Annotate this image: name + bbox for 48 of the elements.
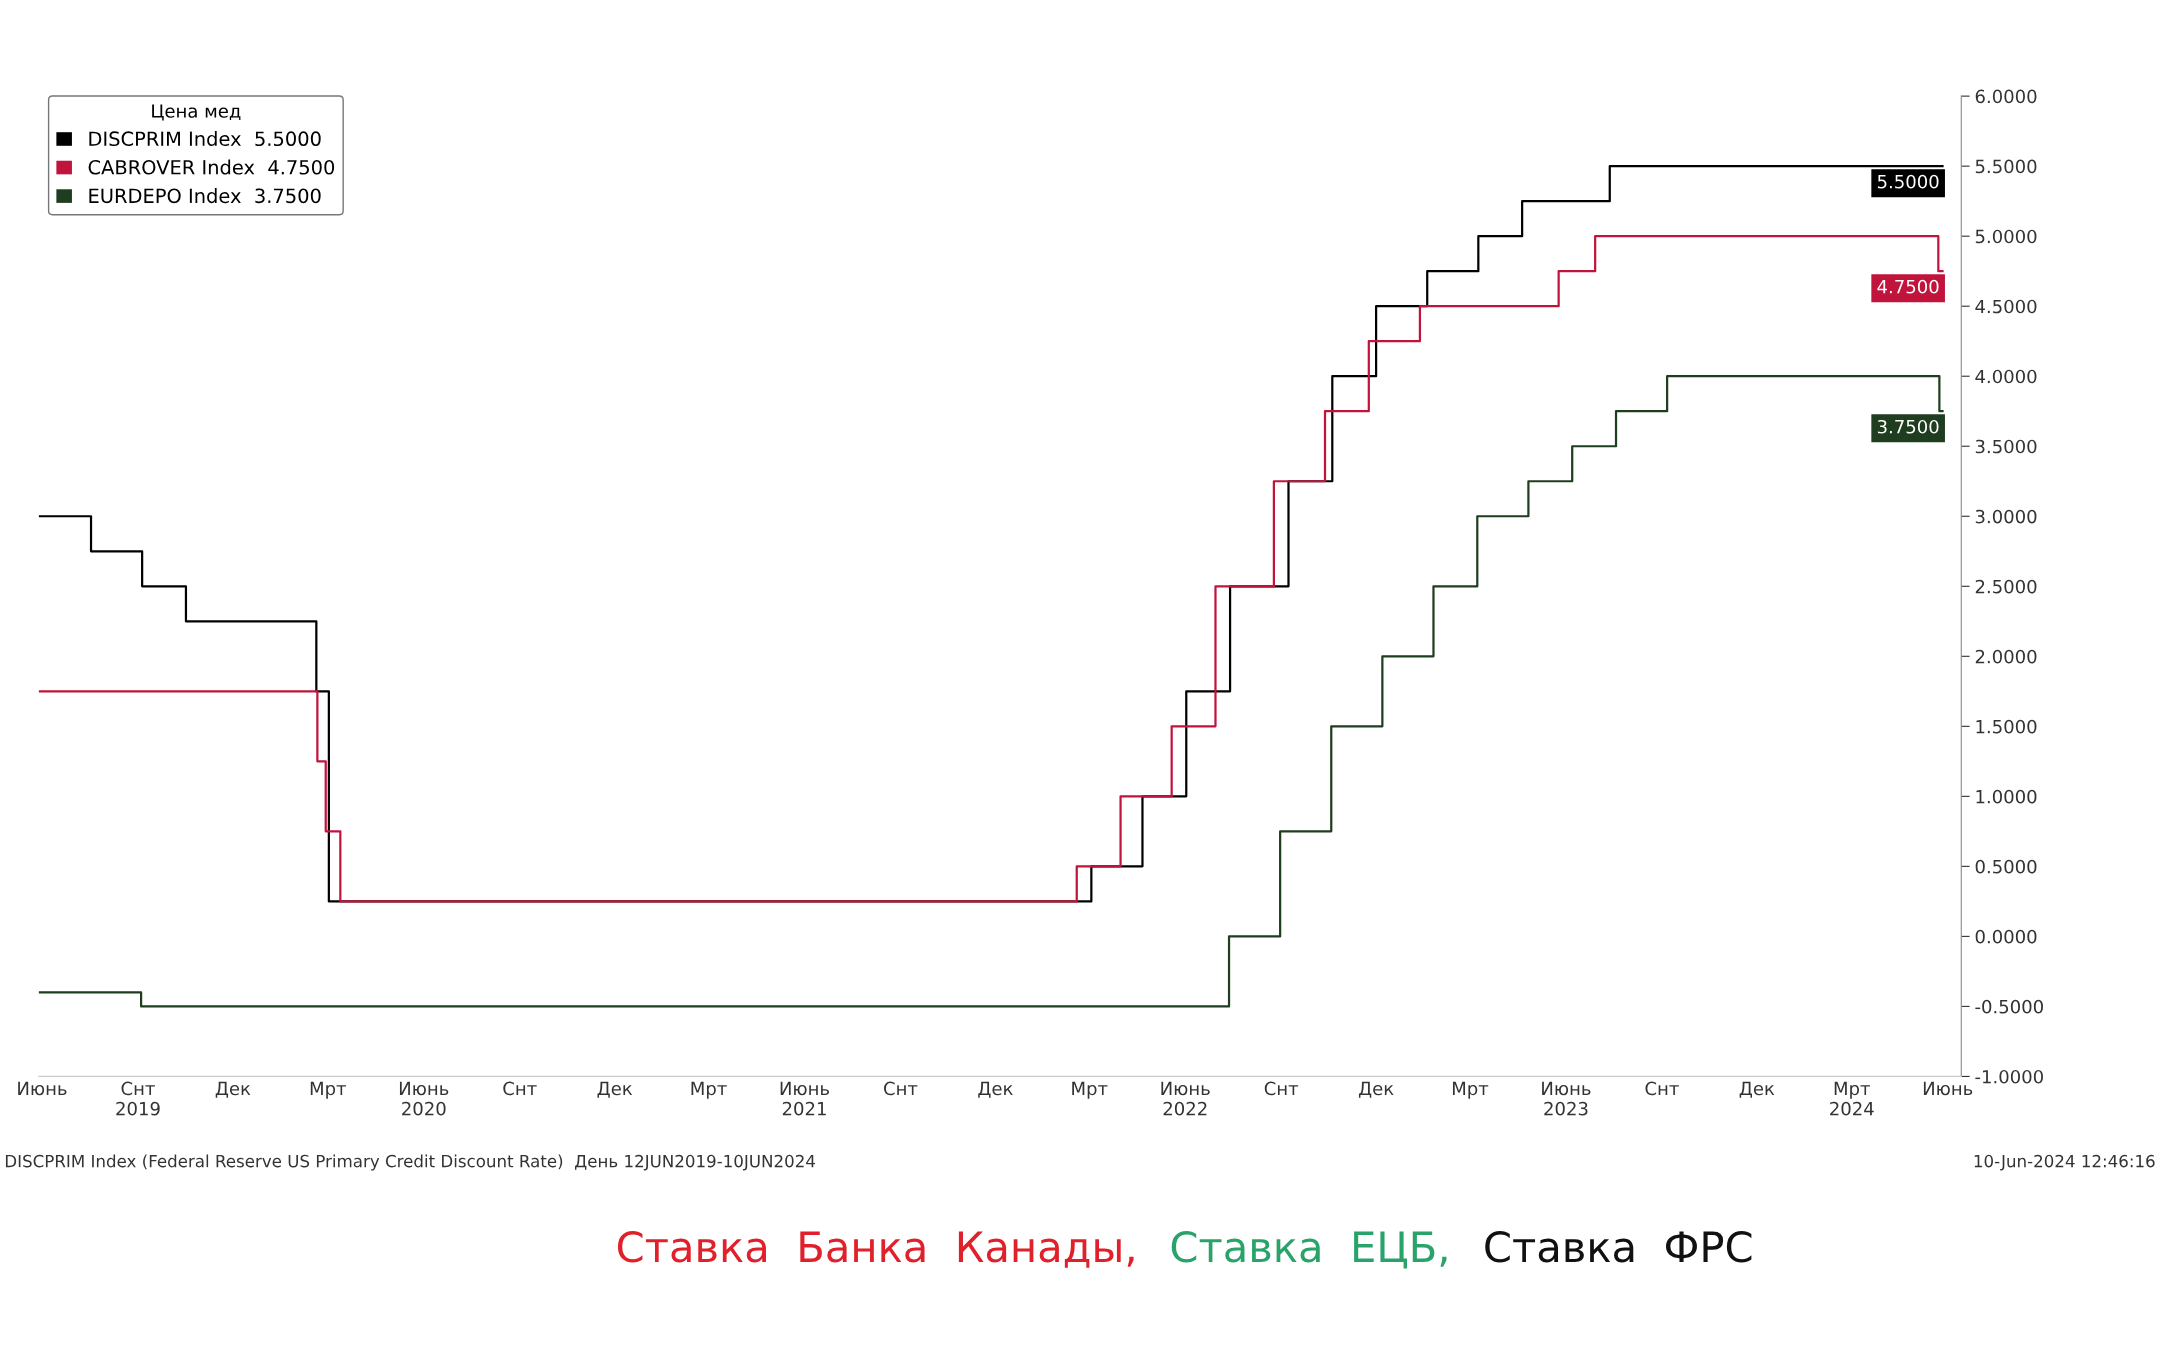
text: DISCPRIM Index (Federal Reserve US Primary Credit Discount Rate) День 12JUN2019-10JUN2024 xyxy=(5,1154,815,1171)
text: Ставка Банка Канады, xyxy=(617,1231,1134,1268)
x-tick-label: Мрт xyxy=(1072,1081,1108,1099)
y-tick-label: 3.5000 xyxy=(1975,439,2037,454)
x-tick-label: Снт xyxy=(1264,1081,1299,1096)
x-tick-label: Июнь 2021 xyxy=(780,1081,830,1116)
y-tick-label: 4.5000 xyxy=(1975,299,2037,314)
x-tick-label: Июнь 2020 xyxy=(399,1081,449,1116)
text: 10-Jun-2024 12:46:16 xyxy=(1974,1154,2155,1171)
annotation: 5.5000 xyxy=(1877,174,1939,189)
y-tick-label: 6.0000 xyxy=(1975,89,2037,104)
y-tick-label: 0.5000 xyxy=(1975,859,2037,874)
x-tick-label: Дек xyxy=(215,1081,251,1098)
x-tick-label: Июнь 2023 xyxy=(1542,1081,1591,1116)
y-tick-label: 5.5000 xyxy=(1975,159,2037,174)
x-tick-label: Дек xyxy=(597,1081,633,1098)
x-tick-label: Дек xyxy=(1358,1081,1394,1098)
x-tick-label: Июнь xyxy=(1923,1081,1973,1096)
x-tick-label: Снт xyxy=(1645,1081,1679,1096)
x-tick-label: Июнь xyxy=(18,1081,67,1096)
x-tick-label: Снт 2019 xyxy=(116,1081,160,1116)
x-tick-label: Снт xyxy=(884,1081,918,1096)
x-tick-label: Мрт xyxy=(310,1081,347,1099)
x-tick-label: Дек xyxy=(1739,1081,1775,1098)
y-tick-label: 2.5000 xyxy=(1975,579,2037,594)
y-tick-label: 2.0000 xyxy=(1975,649,2037,664)
x-tick-label: Мрт xyxy=(1452,1081,1489,1099)
text: Ставка ФРС xyxy=(1485,1231,1752,1263)
legend-label: CABROVER Index 4.7500 xyxy=(88,159,335,175)
legend-label: DISCPRIM Index 5.5000 xyxy=(89,131,321,147)
annotation: 4.7500 xyxy=(1877,279,1939,294)
text: Ставка ЕЦБ, xyxy=(1171,1231,1447,1269)
y-tick-label: -0.5000 xyxy=(1975,999,2043,1014)
legend-label: EURDEPO Index 3.7500 xyxy=(89,188,321,204)
legend-title: Цена мед xyxy=(152,104,241,121)
x-tick-label: Мрт 2024 xyxy=(1830,1081,1874,1116)
y-tick-label: 1.0000 xyxy=(1976,789,2037,804)
y-tick-label: 5.0000 xyxy=(1975,229,2037,244)
y-tick-label: 3.0000 xyxy=(1975,509,2037,524)
y-tick-label: 4.0000 xyxy=(1975,369,2037,384)
x-tick-label: Июнь 2022 xyxy=(1161,1081,1210,1116)
x-tick-label: Мрт xyxy=(691,1081,727,1099)
y-tick-label: -1.0000 xyxy=(1975,1069,2043,1084)
annotation: 3.7500 xyxy=(1877,419,1939,434)
y-tick-label: 1.5000 xyxy=(1976,719,2037,734)
x-tick-label: Дек xyxy=(978,1081,1013,1098)
y-tick-label: 0.0000 xyxy=(1975,929,2037,944)
x-tick-label: Снт xyxy=(503,1081,537,1096)
